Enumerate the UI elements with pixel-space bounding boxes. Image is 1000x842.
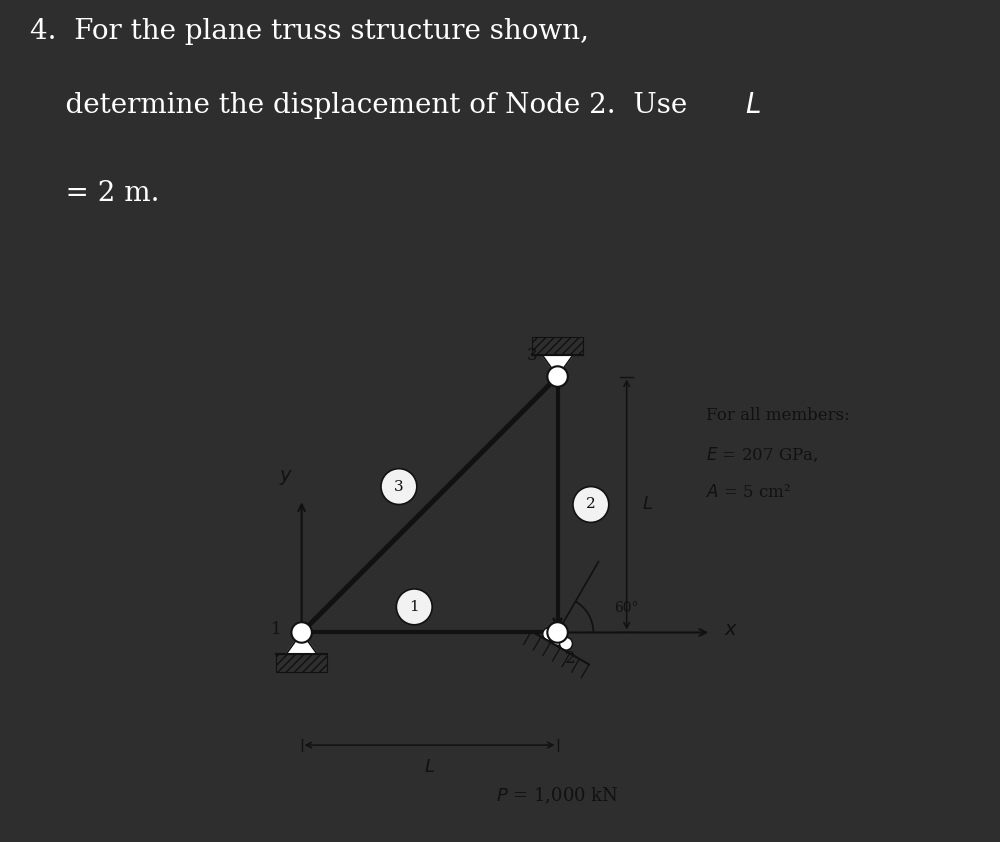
Polygon shape bbox=[542, 355, 573, 376]
Circle shape bbox=[551, 632, 564, 645]
Text: For all members:: For all members: bbox=[706, 408, 850, 424]
Circle shape bbox=[543, 627, 556, 641]
Text: 2: 2 bbox=[565, 650, 576, 668]
Text: 4.  For the plane truss structure shown,: 4. For the plane truss structure shown, bbox=[30, 18, 589, 45]
Text: $L$: $L$ bbox=[424, 758, 435, 775]
Text: determine the displacement of Node 2.  Use: determine the displacement of Node 2. Us… bbox=[30, 92, 696, 119]
Text: $y$: $y$ bbox=[279, 467, 293, 487]
Bar bbox=[276, 654, 327, 672]
Circle shape bbox=[381, 469, 417, 504]
Text: 2: 2 bbox=[586, 498, 596, 511]
Text: 3: 3 bbox=[526, 347, 537, 364]
Text: 1: 1 bbox=[409, 600, 419, 614]
Circle shape bbox=[547, 366, 568, 386]
Text: 3: 3 bbox=[394, 480, 404, 493]
Text: $L$: $L$ bbox=[745, 92, 761, 119]
Circle shape bbox=[547, 622, 568, 642]
Polygon shape bbox=[286, 632, 317, 654]
Circle shape bbox=[291, 622, 312, 642]
Text: = 2 m.: = 2 m. bbox=[30, 179, 160, 206]
Text: 1: 1 bbox=[271, 621, 281, 638]
Text: $A$ = 5 cm²: $A$ = 5 cm² bbox=[706, 484, 791, 501]
Text: $E$ = 207 GPa,: $E$ = 207 GPa, bbox=[706, 445, 818, 464]
Bar bbox=[532, 337, 583, 355]
Text: $L$: $L$ bbox=[642, 495, 653, 514]
Text: 60°: 60° bbox=[614, 600, 638, 615]
Circle shape bbox=[560, 637, 572, 650]
Text: $x$: $x$ bbox=[724, 621, 738, 639]
Circle shape bbox=[573, 487, 609, 522]
Text: $P$ = 1,000 kN: $P$ = 1,000 kN bbox=[496, 786, 619, 807]
Circle shape bbox=[396, 589, 432, 625]
